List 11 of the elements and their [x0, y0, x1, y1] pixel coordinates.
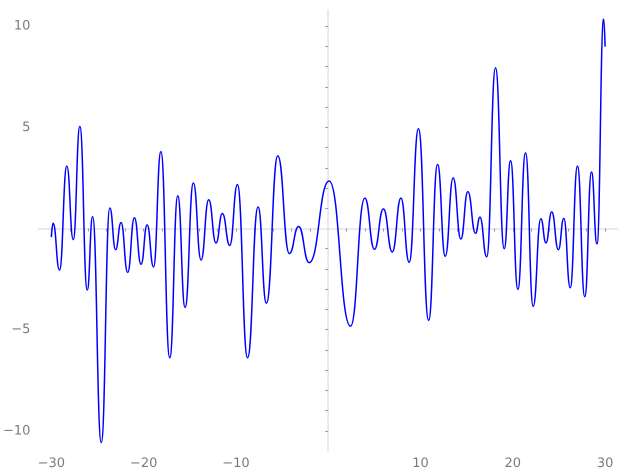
x-tick-label: 20	[504, 456, 522, 470]
x-tick-label: −10	[222, 456, 250, 470]
y-tick-label: 5	[22, 120, 30, 135]
x-tick-label: −30	[38, 456, 66, 470]
y-tick-label: 10	[14, 18, 30, 34]
x-tick-label: −20	[130, 456, 158, 470]
line-series	[50, 18, 606, 444]
x-tick-label: 10	[412, 456, 429, 470]
y-tick-label: −10	[2, 423, 30, 438]
y-tick-label: −5	[11, 322, 30, 338]
x-tick-label: 30	[596, 456, 614, 470]
